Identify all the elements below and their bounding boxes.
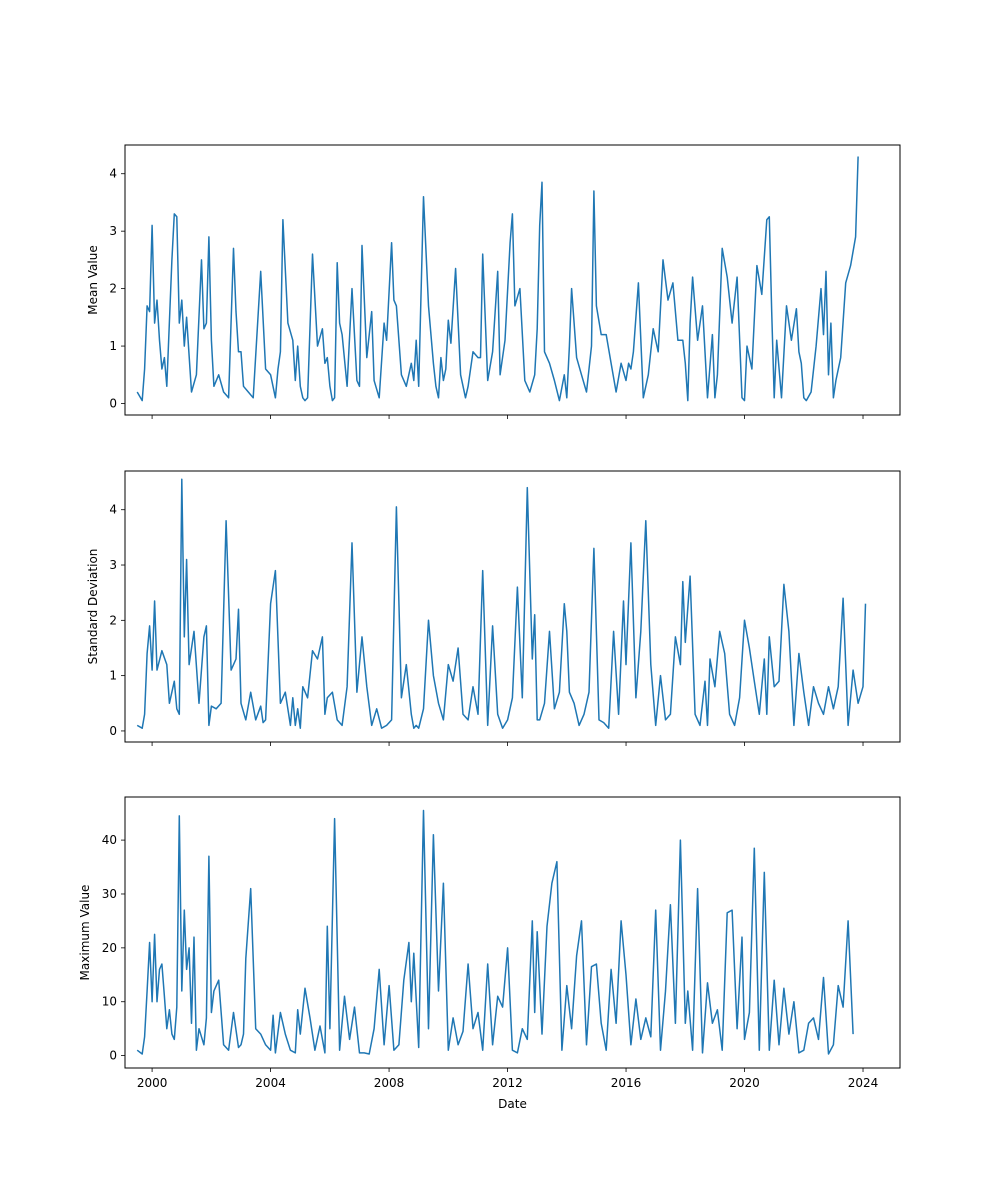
max-value-series-layer [136, 809, 854, 1055]
x-tick-label: 2000 [137, 1076, 168, 1090]
std-dev-axes-frame [124, 470, 901, 743]
subplot-mean-value: 0 1 2 3 4 Mean Value [86, 144, 901, 419]
max-value-ticks: 0 10 20 30 40 2000 2004 2008 2012 2016 2020 2024 [102, 833, 879, 1090]
mean-value-axes-frame [124, 144, 901, 416]
y-tick-label: 3 [109, 558, 117, 572]
y-tick-label: 10 [102, 995, 117, 1009]
y-tick-label: 40 [102, 833, 117, 847]
std-dev-ticks: 0 1 2 3 4 [109, 503, 864, 746]
y-tick-label: 4 [109, 167, 117, 181]
y-tick-label: 0 [109, 1049, 117, 1063]
x-tick-label: 2020 [729, 1076, 760, 1090]
y-tick-label: 0 [109, 397, 117, 411]
std-dev-series-layer [136, 478, 867, 729]
y-tick-label: 3 [109, 224, 117, 238]
subplot-maximum-value: 0 10 20 30 40 2000 2004 2008 2012 2016 2020 2024 Ma… [78, 796, 901, 1111]
y-tick-label: 4 [109, 503, 117, 517]
x-tick-label: 2012 [492, 1076, 523, 1090]
max-value-axes-frame [124, 796, 901, 1069]
x-tick-label: 2024 [848, 1076, 879, 1090]
max-value-y-axis-label: Maximum Value [78, 885, 92, 981]
std-dev-y-axis-label: Standard Deviation [86, 549, 100, 665]
series-line [136, 156, 859, 402]
y-tick-label: 30 [102, 887, 117, 901]
y-tick-label: 1 [109, 339, 117, 353]
x-tick-label: 2008 [374, 1076, 405, 1090]
series-line [136, 809, 854, 1055]
mean-value-y-axis-label: Mean Value [86, 245, 100, 314]
x-tick-label: 2004 [255, 1076, 286, 1090]
y-tick-label: 0 [109, 724, 117, 738]
y-tick-label: 20 [102, 941, 117, 955]
x-tick-label: 2016 [611, 1076, 642, 1090]
y-tick-label: 2 [109, 282, 117, 296]
subplot-standard-deviation: 0 1 2 3 4 Standard Deviation [86, 470, 901, 746]
y-tick-label: 1 [109, 669, 117, 683]
mean-value-ticks: 0 1 2 3 4 [109, 167, 864, 419]
series-line [136, 478, 867, 729]
x-axis-label: Date [498, 1097, 527, 1111]
mean-value-series-layer [136, 156, 859, 402]
y-tick-label: 2 [109, 613, 117, 627]
